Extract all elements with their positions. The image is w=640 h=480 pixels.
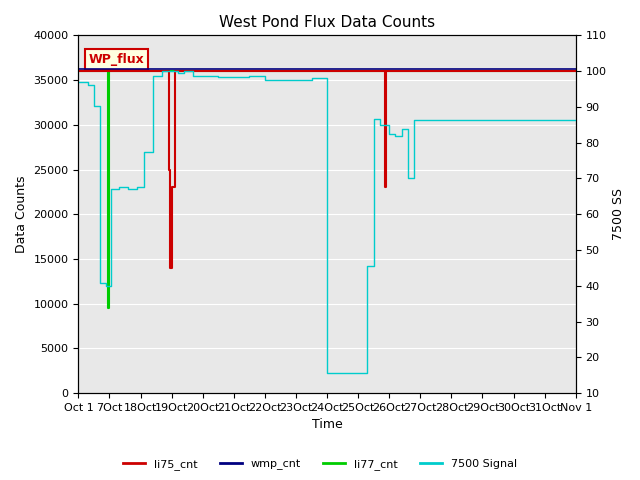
Text: WP_flux: WP_flux: [88, 53, 144, 66]
X-axis label: Time: Time: [312, 419, 342, 432]
Y-axis label: 7500 SS: 7500 SS: [612, 188, 625, 240]
Title: West Pond Flux Data Counts: West Pond Flux Data Counts: [219, 15, 435, 30]
Legend: li75_cnt, wmp_cnt, li77_cnt, 7500 Signal: li75_cnt, wmp_cnt, li77_cnt, 7500 Signal: [118, 455, 522, 474]
Y-axis label: Data Counts: Data Counts: [15, 176, 28, 253]
